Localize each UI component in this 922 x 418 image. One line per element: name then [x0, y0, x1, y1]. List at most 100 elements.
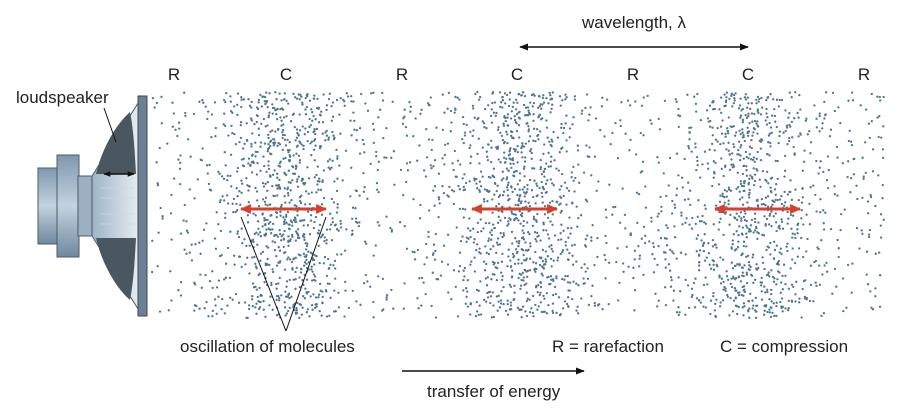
- air-molecule: [695, 155, 699, 159]
- air-molecule: [531, 105, 534, 108]
- air-molecule: [788, 136, 791, 140]
- air-molecule: [696, 215, 699, 218]
- air-molecule: [228, 276, 232, 280]
- air-molecule: [713, 107, 717, 111]
- air-molecule: [874, 295, 877, 298]
- air-molecule: [697, 264, 701, 267]
- air-molecule: [565, 114, 568, 117]
- air-molecule: [352, 100, 355, 103]
- air-molecule: [289, 238, 292, 241]
- air-molecule: [319, 114, 322, 117]
- air-molecule: [642, 134, 645, 137]
- air-molecule: [151, 239, 154, 242]
- air-molecule: [526, 297, 529, 300]
- air-molecule: [734, 304, 738, 307]
- air-molecule: [778, 251, 781, 254]
- air-molecule: [539, 301, 542, 304]
- air-molecule: [779, 291, 782, 294]
- air-molecule: [416, 159, 419, 162]
- air-molecule: [279, 160, 282, 163]
- air-molecule: [545, 119, 548, 122]
- air-molecule: [711, 238, 715, 242]
- air-molecule: [733, 216, 736, 219]
- air-molecule: [405, 162, 409, 165]
- air-molecule: [321, 295, 324, 299]
- air-molecule: [494, 114, 497, 117]
- air-molecule: [826, 155, 830, 158]
- air-molecule: [546, 233, 550, 236]
- air-molecule: [512, 174, 515, 177]
- air-molecule: [697, 269, 701, 272]
- air-molecule: [440, 260, 444, 263]
- air-molecule: [756, 132, 759, 135]
- air-molecule: [871, 308, 875, 311]
- air-molecule: [432, 165, 435, 168]
- air-molecule: [520, 200, 523, 203]
- air-molecule: [277, 186, 280, 189]
- air-molecule: [245, 122, 248, 125]
- air-molecule: [742, 285, 746, 288]
- air-molecule: [231, 111, 234, 114]
- air-molecule: [803, 160, 806, 163]
- air-molecule: [240, 158, 244, 161]
- air-molecule: [484, 245, 487, 248]
- air-molecule: [695, 168, 698, 172]
- air-molecule: [305, 278, 309, 281]
- air-molecule: [517, 245, 520, 248]
- air-molecule: [778, 134, 781, 138]
- air-molecule: [554, 292, 557, 296]
- air-molecule: [738, 129, 741, 132]
- air-molecule: [656, 305, 659, 308]
- air-molecule: [731, 243, 734, 246]
- air-molecule: [383, 156, 386, 159]
- air-molecule: [188, 251, 191, 254]
- air-molecule: [766, 288, 769, 291]
- air-molecule: [559, 252, 562, 256]
- air-molecule: [549, 275, 553, 278]
- air-molecule: [553, 159, 556, 162]
- air-molecule: [523, 283, 526, 287]
- air-molecule: [808, 129, 811, 133]
- air-molecule: [736, 312, 739, 316]
- air-molecule: [289, 189, 292, 192]
- air-molecule: [294, 311, 297, 314]
- air-molecule: [745, 224, 748, 227]
- air-molecule: [300, 179, 303, 182]
- air-molecule: [653, 257, 656, 261]
- air-molecule: [880, 136, 883, 139]
- air-molecule: [520, 236, 524, 240]
- air-molecule: [735, 289, 738, 292]
- air-molecule: [543, 204, 547, 208]
- air-molecule: [466, 290, 469, 293]
- air-molecule: [537, 106, 540, 109]
- air-molecule: [483, 269, 487, 272]
- air-molecule: [539, 158, 542, 162]
- air-molecule: [495, 111, 498, 115]
- air-molecule: [707, 167, 710, 170]
- air-molecule: [748, 196, 751, 199]
- air-molecule: [842, 309, 845, 313]
- air-molecule: [564, 122, 567, 125]
- air-molecule: [512, 162, 515, 165]
- air-molecule: [577, 284, 580, 287]
- air-molecule: [773, 277, 776, 280]
- air-molecule: [637, 192, 641, 196]
- air-molecule: [497, 215, 500, 218]
- air-molecule: [418, 144, 421, 147]
- air-molecule: [780, 220, 784, 223]
- air-molecule: [403, 225, 406, 228]
- air-molecule: [788, 123, 791, 127]
- air-molecule: [482, 122, 486, 125]
- air-molecule: [555, 311, 558, 315]
- air-molecule: [550, 155, 553, 158]
- air-molecule: [748, 153, 751, 156]
- air-molecule: [715, 263, 718, 266]
- air-molecule: [280, 119, 283, 122]
- air-molecule: [308, 233, 312, 236]
- air-molecule: [451, 162, 454, 165]
- air-molecule: [516, 101, 519, 104]
- air-molecule: [541, 186, 545, 190]
- air-molecule: [325, 274, 329, 278]
- air-molecule: [310, 153, 313, 157]
- air-molecule: [534, 262, 538, 265]
